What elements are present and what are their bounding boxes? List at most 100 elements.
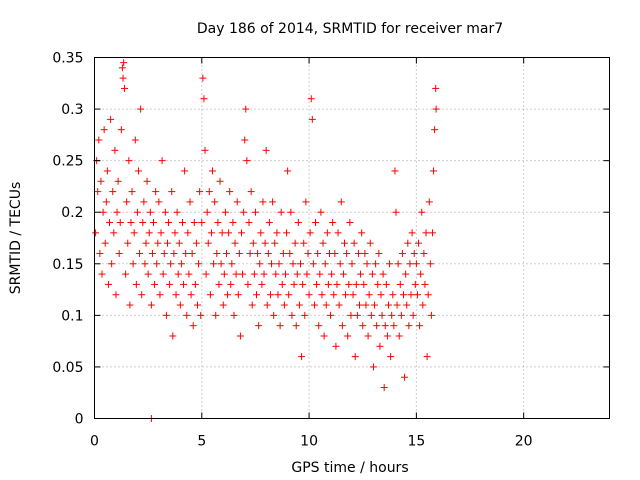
data-point <box>108 260 116 268</box>
data-point <box>432 84 440 92</box>
data-point <box>413 291 421 299</box>
data-point <box>205 188 213 196</box>
data-point <box>202 270 210 278</box>
data-point <box>268 260 276 268</box>
data-point <box>110 229 118 237</box>
data-point <box>172 291 180 299</box>
data-point <box>421 280 429 288</box>
data-point <box>430 167 438 175</box>
data-point <box>309 260 317 268</box>
data-point <box>281 270 289 278</box>
data-point <box>214 219 222 227</box>
data-point <box>97 177 105 185</box>
data-point <box>378 311 386 319</box>
data-point <box>241 136 249 144</box>
data-point <box>235 249 243 257</box>
data-point <box>417 270 425 278</box>
data-point <box>274 291 282 299</box>
data-point <box>124 239 132 247</box>
data-point <box>327 311 335 319</box>
data-point <box>275 260 283 268</box>
y-axis-label: SRMTID / TECUs <box>8 182 24 295</box>
data-point <box>236 332 244 340</box>
x-tick-label: 0 <box>90 434 99 450</box>
data-point <box>188 249 196 257</box>
data-point <box>319 239 327 247</box>
data-point <box>302 198 310 206</box>
data-point <box>150 219 158 227</box>
data-point <box>167 260 175 268</box>
data-point <box>363 260 371 268</box>
data-point <box>151 280 159 288</box>
data-point <box>125 157 133 165</box>
data-point <box>383 332 391 340</box>
data-point <box>226 188 234 196</box>
data-point <box>107 115 115 123</box>
data-point <box>211 198 219 206</box>
data-point <box>160 249 168 257</box>
y-tick-label: 0 <box>75 412 84 428</box>
data-point <box>376 342 384 350</box>
data-point <box>307 95 315 103</box>
data-point <box>308 115 316 123</box>
data-point <box>401 373 409 381</box>
data-point <box>131 136 139 144</box>
data-point <box>221 208 229 216</box>
data-point <box>273 229 281 237</box>
data-point <box>118 64 126 72</box>
data-point <box>231 239 239 247</box>
data-point <box>259 198 267 206</box>
data-point <box>234 291 242 299</box>
data-point <box>427 311 435 319</box>
data-point <box>260 270 268 278</box>
data-point <box>272 270 280 278</box>
data-point <box>349 291 357 299</box>
data-point <box>101 239 109 247</box>
data-point <box>358 229 366 237</box>
data-point <box>255 322 263 330</box>
data-point <box>218 229 226 237</box>
data-point <box>406 260 414 268</box>
data-point <box>165 219 173 227</box>
data-point <box>432 105 440 113</box>
data-point <box>104 280 112 288</box>
data-point <box>122 270 130 278</box>
data-point <box>416 322 424 330</box>
data-point <box>237 229 245 237</box>
data-point <box>183 311 191 319</box>
data-points <box>92 59 440 422</box>
data-point <box>357 270 365 278</box>
data-point <box>420 249 428 257</box>
data-point <box>415 239 423 247</box>
data-point <box>283 229 291 237</box>
data-point <box>356 301 364 309</box>
data-point <box>360 280 368 288</box>
data-point <box>94 188 102 196</box>
data-point <box>321 260 329 268</box>
data-point <box>382 280 390 288</box>
chart-title: Day 186 of 2014, SRMTID for receiver mar… <box>197 21 503 37</box>
data-point <box>153 260 161 268</box>
data-point <box>111 146 119 154</box>
data-point <box>318 291 326 299</box>
data-point <box>196 188 204 196</box>
data-point <box>156 291 164 299</box>
data-point <box>290 280 298 288</box>
data-point <box>332 342 340 350</box>
data-point <box>384 301 392 309</box>
data-point <box>176 301 184 309</box>
data-point <box>145 229 153 237</box>
data-point <box>381 322 389 330</box>
data-point <box>175 239 183 247</box>
data-point <box>294 219 302 227</box>
data-point <box>279 249 287 257</box>
data-point <box>269 198 277 206</box>
data-point <box>251 208 259 216</box>
data-point <box>428 229 436 237</box>
data-point <box>345 280 353 288</box>
data-point <box>366 239 374 247</box>
data-point <box>310 301 318 309</box>
grid <box>94 57 610 419</box>
data-point <box>339 270 347 278</box>
